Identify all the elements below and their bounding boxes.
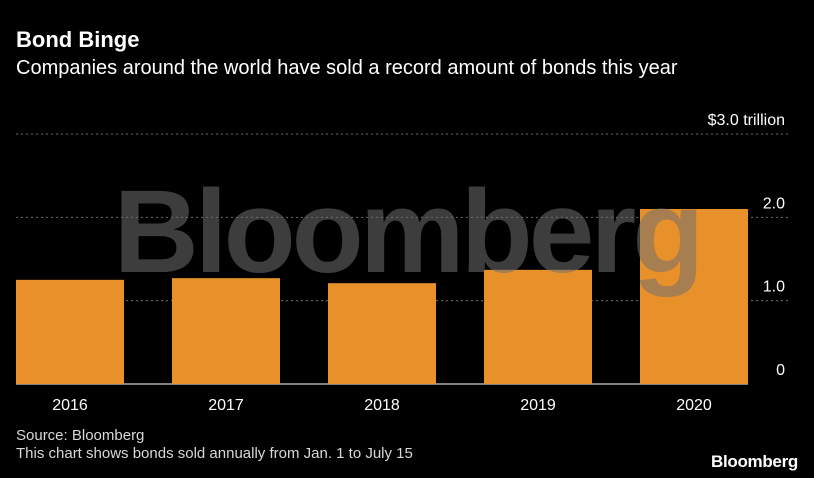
bar-2016 <box>16 279 124 384</box>
bar-2017 <box>172 278 280 384</box>
bloomberg-logo: Bloomberg <box>710 452 798 471</box>
bars <box>16 209 748 384</box>
chart-footnote: This chart shows bonds sold annually fro… <box>16 445 413 462</box>
y-tick-label: 2.0 <box>763 195 785 212</box>
x-tick-label: 2020 <box>676 397 712 414</box>
bar-2020 <box>640 209 748 384</box>
chart-subtitle: Companies around the world have sold a r… <box>16 57 678 79</box>
y-axis-ticks: 0 1.0 2.0 $3.0 trillion <box>708 112 785 379</box>
y-tick-label: 0 <box>776 362 785 379</box>
bar-2019 <box>484 269 592 384</box>
x-tick-label: 2018 <box>364 397 400 414</box>
x-tick-label: 2016 <box>52 397 88 414</box>
x-tick-label: 2017 <box>208 397 244 414</box>
chart-title: Bond Binge <box>16 27 140 52</box>
x-axis-ticks: 2016 2017 2018 2019 2020 <box>52 397 712 414</box>
bloomberg-watermark: Bloomberg <box>114 166 701 298</box>
bar-2018 <box>328 283 436 384</box>
x-tick-label: 2019 <box>520 397 556 414</box>
y-tick-label: $3.0 trillion <box>708 112 785 129</box>
source-note: Source: Bloomberg <box>16 427 145 444</box>
y-tick-label: 1.0 <box>763 279 785 296</box>
